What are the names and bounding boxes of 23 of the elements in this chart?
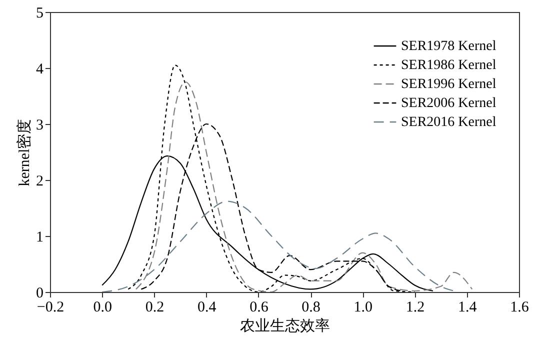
x-tick-label: 1.4: [458, 300, 478, 316]
legend-label: SER1986 Kernel: [401, 58, 496, 73]
legend-label: SER2006 Kernel: [401, 96, 496, 111]
y-tick-label: 0: [36, 286, 44, 302]
legend-label: SER1996 Kernel: [401, 77, 496, 92]
x-tick-label: −0.2: [36, 300, 64, 316]
x-tick-label: 0.8: [302, 300, 320, 316]
x-tick-label: 0.0: [93, 300, 112, 316]
x-tick-label: 0.6: [250, 300, 269, 316]
x-tick-label: 1.0: [354, 300, 373, 316]
y-tick-label: 3: [36, 118, 44, 134]
x-axis-title: 农业生态效率: [240, 318, 330, 334]
x-tick-label: 0.2: [145, 300, 164, 316]
x-tick-label: 1.6: [510, 300, 530, 316]
y-tick-label: 1: [36, 230, 44, 246]
y-tick-label: 4: [36, 62, 44, 78]
legend-label: SER2016 Kernel: [401, 115, 496, 130]
legend-label: SER1978 Kernel: [401, 39, 496, 54]
y-tick-label: 2: [36, 174, 44, 190]
y-axis-title: kernel密度: [16, 118, 33, 186]
x-tick-label: 0.4: [197, 300, 217, 316]
y-tick-label: 5: [36, 6, 44, 22]
x-tick-label: 1.2: [406, 300, 425, 316]
